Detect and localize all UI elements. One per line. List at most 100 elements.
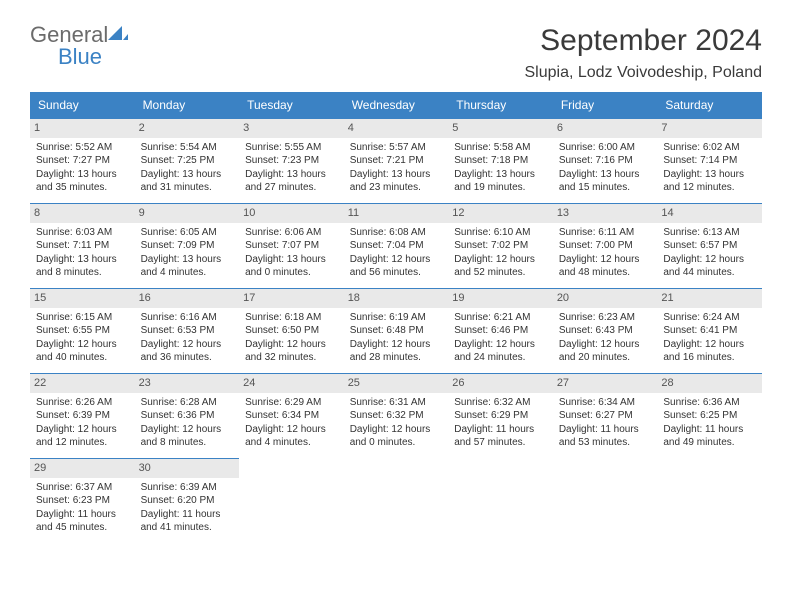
sunrise-text: Sunrise: 6:03 AM [36,226,129,240]
day-number: 1 [30,119,135,138]
calendar-cell [448,459,553,544]
calendar-cell: 11Sunrise: 6:08 AMSunset: 7:04 PMDayligh… [344,204,449,289]
sunset-text: Sunset: 6:27 PM [559,409,652,423]
calendar-cell: 24Sunrise: 6:29 AMSunset: 6:34 PMDayligh… [239,374,344,459]
weekday-header: Monday [135,92,240,119]
day-number: 14 [657,204,762,223]
calendar-body: 1Sunrise: 5:52 AMSunset: 7:27 PMDaylight… [30,119,762,544]
sunset-text: Sunset: 7:04 PM [350,239,443,253]
calendar-row: 29 Sunrise: 6:37 AMSunset: 6:23 PMDayligh… [30,459,762,544]
daylight-text: and 8 minutes. [141,436,234,450]
day-number: 10 [239,204,344,223]
daylight-text: Daylight: 13 hours [245,168,338,182]
calendar-page: General Blue September 2024 Slupia, Lodz… [0,0,792,567]
day-number: 3 [239,119,344,138]
sunset-text: Sunset: 6:23 PM [36,494,129,508]
daylight-text: and 4 minutes. [245,436,338,450]
sunset-text: Sunset: 7:11 PM [36,239,129,253]
sunset-text: Sunset: 6:55 PM [36,324,129,338]
calendar-cell: 15 Sunrise: 6:15 AMSunset: 6:55 PMDayligh… [30,289,135,374]
daylight-text: Daylight: 12 hours [350,253,443,267]
sunrise-text: Sunrise: 6:00 AM [559,141,652,155]
daylight-text: and 44 minutes. [663,266,756,280]
sunset-text: Sunset: 6:20 PM [141,494,234,508]
daylight-text: Daylight: 12 hours [245,423,338,437]
daylight-text: and 49 minutes. [663,436,756,450]
calendar-row: 1Sunrise: 5:52 AMSunset: 7:27 PMDaylight… [30,119,762,204]
day-number: 29 [30,459,135,478]
sunset-text: Sunset: 6:39 PM [36,409,129,423]
daylight-text: and 28 minutes. [350,351,443,365]
daylight-text: and 48 minutes. [559,266,652,280]
daylight-text: and 27 minutes. [245,181,338,195]
day-number: 8 [30,204,135,223]
day-number: 23 [135,374,240,393]
day-number: 25 [344,374,449,393]
day-number: 20 [553,289,658,308]
daylight-text: and 36 minutes. [141,351,234,365]
sunrise-text: Sunrise: 6:06 AM [245,226,338,240]
day-number: 30 [135,459,240,478]
daylight-text: Daylight: 13 hours [559,168,652,182]
daylight-text: Daylight: 12 hours [350,423,443,437]
weekday-header: Saturday [657,92,762,119]
daylight-text: Daylight: 12 hours [454,338,547,352]
sunrise-text: Sunrise: 6:21 AM [454,311,547,325]
calendar-cell: 10Sunrise: 6:06 AMSunset: 7:07 PMDayligh… [239,204,344,289]
daylight-text: and 8 minutes. [36,266,129,280]
calendar-cell: 30Sunrise: 6:39 AMSunset: 6:20 PMDayligh… [135,459,240,544]
day-number: 16 [135,289,240,308]
daylight-text: Daylight: 12 hours [350,338,443,352]
sunset-text: Sunset: 7:21 PM [350,154,443,168]
daylight-text: and 19 minutes. [454,181,547,195]
sunrise-text: Sunrise: 5:52 AM [36,141,129,155]
calendar-cell: 14Sunrise: 6:13 AMSunset: 6:57 PMDayligh… [657,204,762,289]
sunrise-text: Sunrise: 6:32 AM [454,396,547,410]
daylight-text: Daylight: 13 hours [245,253,338,267]
sunrise-text: Sunrise: 5:54 AM [141,141,234,155]
calendar-cell [239,459,344,544]
weekday-header: Sunday [30,92,135,119]
daylight-text: and 4 minutes. [141,266,234,280]
daylight-text: Daylight: 12 hours [559,253,652,267]
daylight-text: Daylight: 11 hours [36,508,129,522]
calendar-cell: 18Sunrise: 6:19 AMSunset: 6:48 PMDayligh… [344,289,449,374]
header: General Blue September 2024 Slupia, Lodz… [30,24,762,82]
daylight-text: Daylight: 11 hours [454,423,547,437]
calendar-cell: 5Sunrise: 5:58 AMSunset: 7:18 PMDaylight… [448,119,553,204]
daylight-text: and 31 minutes. [141,181,234,195]
calendar-cell [657,459,762,544]
sunset-text: Sunset: 7:09 PM [141,239,234,253]
sunrise-text: Sunrise: 6:08 AM [350,226,443,240]
month-title: September 2024 [524,24,762,58]
logo-text: General Blue [30,24,128,68]
sunrise-text: Sunrise: 6:24 AM [663,311,756,325]
daylight-text: and 32 minutes. [245,351,338,365]
sunrise-text: Sunrise: 6:34 AM [559,396,652,410]
sunset-text: Sunset: 7:25 PM [141,154,234,168]
day-number: 19 [448,289,553,308]
sunset-text: Sunset: 6:48 PM [350,324,443,338]
day-number: 6 [553,119,658,138]
sunrise-text: Sunrise: 6:37 AM [36,481,129,495]
sunrise-text: Sunrise: 6:02 AM [663,141,756,155]
sunset-text: Sunset: 6:34 PM [245,409,338,423]
sunrise-text: Sunrise: 5:58 AM [454,141,547,155]
sunrise-text: Sunrise: 6:28 AM [141,396,234,410]
daylight-text: and 16 minutes. [663,351,756,365]
calendar-cell: 1Sunrise: 5:52 AMSunset: 7:27 PMDaylight… [30,119,135,204]
weekday-header: Thursday [448,92,553,119]
calendar-cell: 16Sunrise: 6:16 AMSunset: 6:53 PMDayligh… [135,289,240,374]
daylight-text: Daylight: 12 hours [141,423,234,437]
daylight-text: and 24 minutes. [454,351,547,365]
day-number: 15 [30,289,135,308]
day-number: 24 [239,374,344,393]
weekday-header-row: Sunday Monday Tuesday Wednesday Thursday… [30,92,762,119]
day-number: 7 [657,119,762,138]
sunrise-text: Sunrise: 6:23 AM [559,311,652,325]
sunset-text: Sunset: 7:16 PM [559,154,652,168]
sunrise-text: Sunrise: 6:15 AM [36,311,129,325]
daylight-text: Daylight: 12 hours [36,338,129,352]
daylight-text: Daylight: 12 hours [36,423,129,437]
calendar-cell: 25Sunrise: 6:31 AMSunset: 6:32 PMDayligh… [344,374,449,459]
